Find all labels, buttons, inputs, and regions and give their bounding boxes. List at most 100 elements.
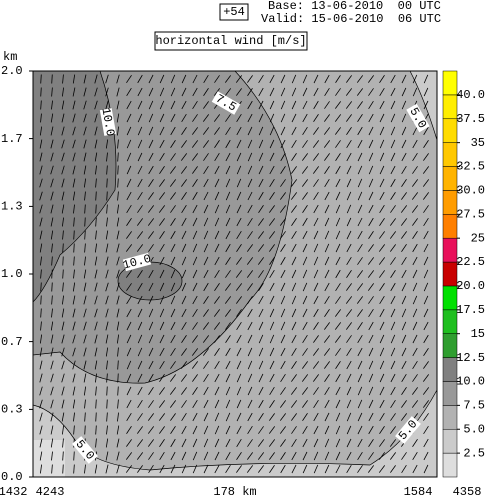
wind-vector (247, 283, 253, 291)
wind-vector (412, 139, 418, 149)
wind-vector (72, 113, 76, 123)
wind-vector (51, 74, 53, 84)
wind-vector (61, 386, 65, 396)
wind-vector (401, 244, 407, 252)
wind-vector (39, 360, 43, 370)
wind-vector (280, 126, 286, 136)
wind-vector (412, 387, 418, 395)
contour-label-box (99, 108, 117, 136)
wind-vector (368, 452, 374, 460)
wind-vector (412, 360, 418, 370)
wind-vector (50, 347, 54, 357)
wind-vector (378, 244, 386, 252)
colorbar-label: 25 (471, 231, 485, 245)
colorbar-swatch (442, 405, 458, 430)
wind-vector (324, 243, 330, 253)
wind-vector (401, 126, 407, 136)
wind-vector (203, 386, 209, 396)
wind-vector (258, 139, 264, 149)
wind-vector (345, 88, 353, 96)
wind-vector (324, 309, 330, 317)
wind-vector (83, 74, 87, 84)
wind-vector (225, 399, 231, 409)
wind-vector (181, 387, 187, 395)
wind-vector (73, 464, 75, 474)
wind-vector (390, 139, 396, 149)
wind-vector (335, 243, 341, 253)
wind-vector (312, 361, 320, 369)
wind-vector (258, 74, 264, 84)
wind-vector (61, 113, 65, 123)
wind-vector (368, 231, 374, 239)
wind-vector (423, 140, 429, 148)
wind-vector (368, 347, 374, 357)
wind-vector (159, 269, 165, 279)
wind-vector (291, 438, 297, 448)
wind-vector (61, 334, 65, 344)
wind-vector (159, 231, 165, 239)
wind-vector (236, 309, 242, 317)
wind-vector (312, 348, 320, 356)
wind-vector (412, 451, 418, 461)
wind-vector (302, 205, 308, 213)
wind-vector (356, 88, 364, 96)
wind-vector (192, 74, 198, 84)
wind-vector (73, 230, 75, 240)
wind-vector (83, 126, 87, 136)
wind-vector (357, 230, 363, 240)
wind-vector (170, 243, 176, 253)
wind-vector (423, 153, 429, 161)
wind-vector (61, 412, 65, 422)
wind-vector (390, 152, 396, 162)
wind-vector (280, 373, 286, 383)
wind-vector (84, 464, 86, 474)
wind-vector (357, 152, 363, 162)
wind-vector (159, 439, 165, 447)
wind-vector (148, 373, 154, 383)
wind-vector (106, 191, 108, 201)
wind-vector (170, 100, 176, 110)
wind-vector (313, 399, 319, 409)
wind-vector (313, 243, 319, 253)
wind-vector (192, 308, 198, 318)
wind-vector (192, 114, 198, 122)
wind-vector (158, 400, 166, 408)
wind-vector (225, 322, 231, 330)
wind-vector (247, 373, 253, 383)
wind-vector (346, 464, 352, 474)
wind-vector (148, 113, 154, 123)
wind-vector (258, 334, 264, 344)
wind-vector (105, 464, 109, 474)
wind-vector (105, 451, 109, 461)
wind-vector (159, 464, 165, 474)
wind-vector (72, 321, 76, 331)
contour-label-box (406, 103, 430, 133)
wind-vector (51, 295, 53, 305)
colorbar-label: 12.5 (456, 351, 485, 365)
wind-vector (236, 152, 242, 162)
wind-vector (225, 257, 231, 265)
wind-vector (72, 100, 76, 110)
chart-title: horizontal wind [m/s] (155, 34, 306, 48)
wind-vector (203, 230, 209, 240)
wind-vector (117, 152, 119, 162)
wind-vector (169, 387, 177, 395)
wind-vector (225, 425, 231, 435)
wind-vector (269, 113, 275, 123)
wind-vector (368, 439, 374, 447)
wind-vector (61, 321, 65, 331)
colorbar-label: 27.5 (456, 207, 485, 221)
wind-vector (148, 465, 154, 473)
wind-vector (126, 399, 132, 409)
wind-vector (368, 152, 374, 162)
wind-vector (401, 334, 407, 344)
wind-vector (203, 74, 209, 84)
colorbar-swatch (442, 381, 458, 406)
wind-vector (302, 361, 308, 369)
wind-vector (257, 231, 265, 239)
wind-vector (137, 321, 143, 331)
colorbar-label: 2.5 (463, 446, 485, 460)
wind-vector (389, 426, 397, 434)
wind-vector (324, 451, 330, 461)
wind-vector (126, 126, 132, 136)
